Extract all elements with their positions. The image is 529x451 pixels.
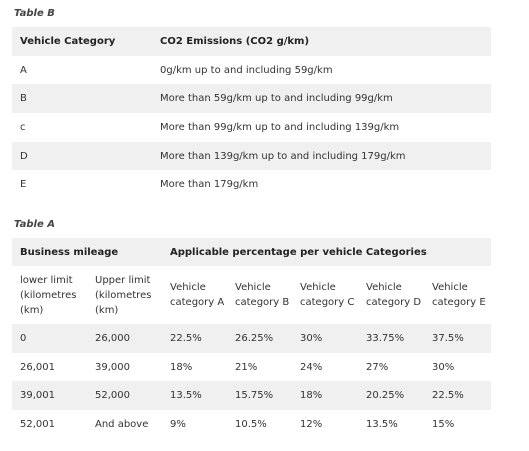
lower-limit-cell: 26,001 — [20, 361, 55, 373]
table-b: Vehicle Category CO2 Emissions (CO2 g/km… — [12, 27, 491, 199]
emissions-cell: More than 59g/km up to and including 99g… — [160, 93, 393, 105]
emissions-cell: More than 139g/km up to and including 17… — [160, 150, 406, 162]
table-a: Business mileage Applicable percentage p… — [12, 238, 491, 439]
percentage-cell: 30% — [432, 361, 455, 373]
percentage-cell: 20.25% — [366, 390, 405, 402]
percentage-cell: 37.5% — [432, 332, 464, 344]
table-b-caption: Table B — [14, 8, 55, 19]
table-row: 0 26,000 22.5% 26.25% 30% 33.75% 37.5% — [12, 324, 491, 353]
lower-limit-cell: 0 — [20, 332, 27, 344]
percentage-cell: 15% — [432, 418, 455, 430]
table-row: B More than 59g/km up to and including 9… — [12, 84, 491, 114]
category-cell: E — [20, 179, 27, 191]
category-cell: D — [20, 150, 28, 162]
percentage-cell: 30% — [300, 332, 323, 344]
category-cell: B — [20, 93, 27, 105]
sub-header-lower-limit: lower limit (kilometres (km) — [20, 274, 77, 316]
lower-limit-cell: 39,001 — [20, 390, 55, 402]
percentage-cell: 10.5% — [235, 418, 267, 430]
percentage-cell: 18% — [170, 361, 193, 373]
emissions-cell: More than 99g/km up to and including 139… — [160, 121, 400, 133]
sub-header-category-b: Vehicle category B — [235, 282, 290, 308]
percentage-cell: 18% — [300, 390, 323, 402]
category-cell: c — [20, 121, 26, 133]
group-header-business-mileage: Business mileage — [20, 246, 119, 258]
percentage-cell: 21% — [235, 361, 258, 373]
emissions-cell: 0g/km up to and including 59g/km — [160, 64, 333, 76]
percentage-cell: 22.5% — [170, 332, 202, 344]
table-row: c More than 99g/km up to and including 1… — [12, 113, 491, 142]
table-row: A 0g/km up to and including 59g/km — [12, 56, 491, 85]
table-row: E More than 179g/km — [12, 170, 491, 199]
table-row: 52,001 And above 9% 10.5% 12% 13.5% 15% — [12, 410, 491, 439]
emissions-cell: More than 179g/km — [160, 179, 259, 191]
percentage-cell: 9% — [170, 418, 186, 430]
category-cell: A — [20, 64, 27, 76]
column-header-co2-emissions: CO2 Emissions (CO2 g/km) — [160, 35, 310, 47]
percentage-cell: 33.75% — [366, 332, 405, 344]
percentage-cell: 27% — [366, 361, 389, 373]
sub-header-category-d: Vehicle category D — [366, 282, 422, 308]
sub-header-upper-limit: Upper limit (kilometres (km) — [95, 274, 152, 316]
table-a-caption: Table A — [14, 219, 55, 230]
table-b-header-row: Vehicle Category CO2 Emissions (CO2 g/km… — [12, 27, 491, 56]
sub-header-category-a: Vehicle category A — [170, 282, 225, 308]
table-row: 39,001 52,000 13.5% 15.75% 18% 20.25% 22… — [12, 381, 491, 411]
percentage-cell: 26.25% — [235, 332, 274, 344]
upper-limit-cell: And above — [95, 418, 149, 430]
percentage-cell: 15.75% — [235, 390, 274, 402]
percentage-cell: 12% — [300, 418, 323, 430]
lower-limit-cell: 52,001 — [20, 418, 55, 430]
table-row: D More than 139g/km up to and including … — [12, 141, 491, 171]
percentage-cell: 13.5% — [170, 390, 202, 402]
percentage-cell: 24% — [300, 361, 323, 373]
upper-limit-cell: 52,000 — [95, 390, 130, 402]
table-a-group-header-row: Business mileage Applicable percentage p… — [12, 238, 491, 266]
percentage-cell: 13.5% — [366, 418, 398, 430]
table-a-sub-header-row: lower limit (kilometres (km) Upper limit… — [12, 266, 491, 324]
table-row: 26,001 39,000 18% 21% 24% 27% 30% — [12, 353, 491, 382]
sub-header-category-c: Vehicle category C — [300, 282, 355, 308]
upper-limit-cell: 26,000 — [95, 332, 130, 344]
percentage-cell: 22.5% — [432, 390, 464, 402]
sub-header-category-e: Vehicle category E — [432, 282, 486, 308]
column-header-vehicle-category: Vehicle Category — [20, 35, 116, 47]
upper-limit-cell: 39,000 — [95, 361, 130, 373]
group-header-applicable-percentage: Applicable percentage per vehicle Catego… — [170, 246, 427, 258]
